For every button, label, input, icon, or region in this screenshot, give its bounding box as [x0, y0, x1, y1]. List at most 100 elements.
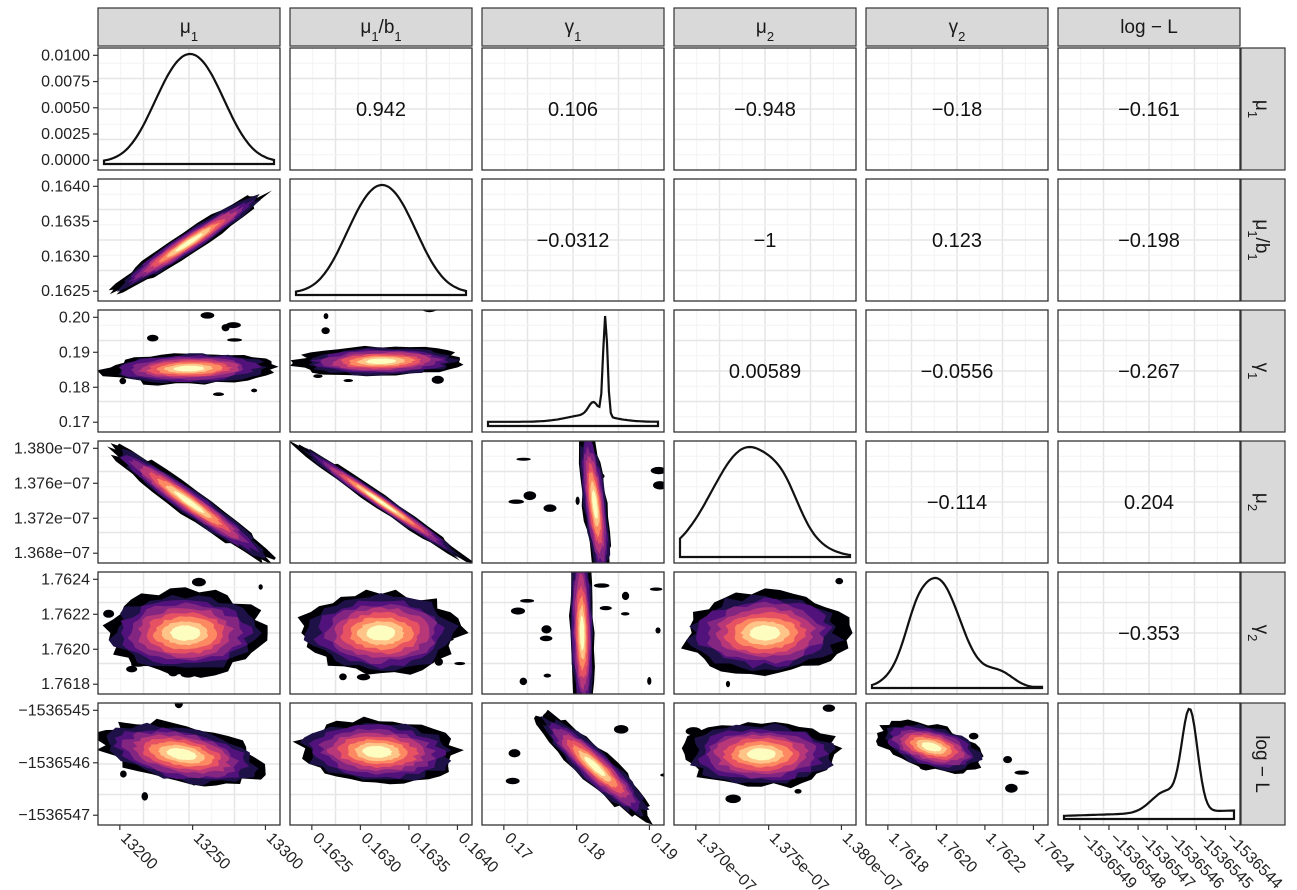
contour-fragment: [147, 334, 159, 342]
correlation-value: −0.198: [1118, 230, 1180, 252]
contour-fragment: [519, 677, 528, 686]
gridlines: [674, 441, 856, 563]
panel-border: [97, 47, 281, 171]
panel-border: [289, 702, 473, 826]
column-strips: μ1 μ1/b1 γ1 μ2 γ2 log − L: [97, 7, 1241, 47]
contour-fragment: [541, 625, 552, 634]
y-tick-label: 0.19: [59, 344, 90, 361]
correlation-value: 0.942: [356, 99, 406, 121]
panel-border: [289, 309, 473, 433]
contour-fragment: [119, 377, 127, 385]
strip-background: [673, 7, 857, 47]
panel-border: [481, 440, 665, 564]
y-tick-label: −1536545: [18, 702, 90, 719]
x-tick-label: 1.370e−07: [693, 830, 759, 890]
strip-label: μ1: [1246, 100, 1273, 118]
y-tick-label: 0.1625: [41, 283, 90, 300]
x-tick-label: 13300: [263, 830, 307, 874]
contour-fragment: [508, 499, 524, 504]
x-tick-label: 1.7618: [885, 830, 932, 877]
gridlines: [482, 179, 664, 301]
panel-border: [673, 702, 857, 826]
contour-fragment: [120, 770, 127, 778]
density-contours: [107, 443, 276, 563]
panel-border: [289, 178, 473, 302]
y-tick-label: 0.20: [59, 309, 90, 326]
panel: [97, 702, 281, 826]
contour-level: [173, 365, 204, 372]
contour-fragment: [339, 673, 347, 681]
column-strip: μ1: [97, 7, 281, 47]
panel-border: [865, 178, 1049, 302]
contour-fragment: [360, 698, 367, 703]
strip-label: log − L: [1120, 17, 1178, 38]
strip-background: [1240, 178, 1286, 302]
panel: −1: [673, 178, 857, 302]
panel: [289, 571, 473, 695]
contour-level: [173, 490, 205, 514]
strip-background: [1057, 7, 1241, 47]
y-tick-label: 1.380e−07: [14, 440, 90, 457]
panel-border: [97, 571, 281, 695]
contour-fragment: [103, 609, 115, 618]
contour-fragment: [313, 374, 323, 378]
strip-label: μ1/b1: [360, 17, 401, 44]
strip-label: log − L: [1251, 735, 1272, 793]
strip-background: [865, 7, 1049, 47]
row-strip: μ2: [1240, 440, 1286, 564]
contour-fragment: [212, 392, 225, 397]
x-tick-label: 0.18: [574, 830, 608, 864]
panel: [97, 440, 281, 564]
panel: −0.114: [865, 440, 1049, 564]
gridlines: [290, 48, 472, 170]
panel-border: [97, 702, 281, 826]
contour-level: [174, 233, 203, 252]
correlation-value: −0.18: [932, 99, 983, 121]
panel-border: [865, 702, 1049, 826]
panel-border: [865, 47, 1049, 171]
panel: [673, 702, 857, 826]
strip-background: [1240, 440, 1286, 564]
contour-fragment: [523, 491, 537, 501]
panel: [1057, 702, 1241, 826]
panel: −0.948: [673, 47, 857, 171]
contour-fragment: [650, 466, 664, 475]
gridlines: [482, 310, 664, 432]
panel-border: [865, 309, 1049, 433]
correlation-value: 0.106: [548, 99, 598, 121]
contour-fragment: [516, 457, 531, 461]
panel: 0.106: [481, 47, 665, 171]
panel: −0.267: [1057, 309, 1241, 433]
panel-border: [673, 178, 857, 302]
y-tick-label: 1.7622: [41, 606, 90, 623]
contour-level: [579, 615, 585, 651]
panel-border: [1057, 440, 1241, 564]
y-tick-label: 0.18: [59, 379, 90, 396]
y-tick-label: 1.7624: [41, 571, 90, 588]
x-tick-label: 0.1625: [309, 830, 356, 877]
panel-border: [481, 571, 665, 695]
panel-border: [673, 440, 857, 564]
contour-level: [749, 625, 781, 641]
row-strip: μ1/b1: [1240, 178, 1286, 302]
density-contours: [108, 190, 272, 295]
panel: [289, 178, 473, 302]
gridlines: [1058, 572, 1240, 694]
density-contours: [510, 572, 663, 694]
panel-border: [97, 440, 281, 564]
panel-border: [865, 571, 1049, 695]
correlation-value: −0.267: [1118, 361, 1180, 383]
column-strip: log − L: [1057, 7, 1241, 47]
strip-label: μ1: [180, 17, 198, 44]
density-contours: [290, 310, 464, 384]
contour-fragment: [725, 794, 741, 804]
panel: −0.18: [865, 47, 1049, 171]
strip-background: [1240, 47, 1286, 171]
density-contours: [297, 589, 469, 681]
contour-fragment: [126, 665, 138, 673]
strip-label: μ2: [756, 17, 774, 44]
y-tick-label: 0.0025: [41, 126, 90, 143]
x-tick-label: 0.1640: [455, 830, 502, 877]
contour-fragment: [543, 673, 552, 678]
